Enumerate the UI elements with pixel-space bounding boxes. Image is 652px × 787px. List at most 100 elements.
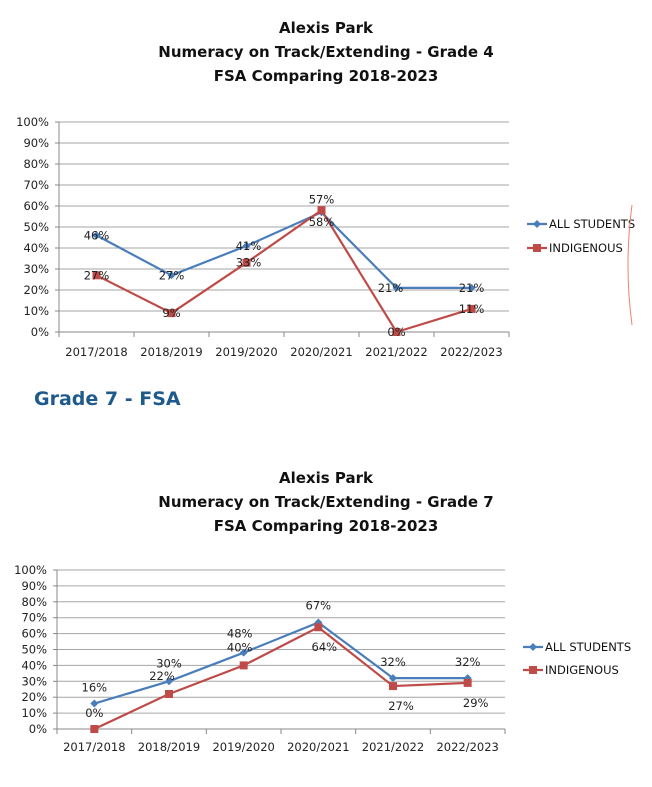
- chart1-y-tick-label: 30%: [23, 262, 49, 276]
- chart1-title-line3: FSA Comparing 2018-2023: [213, 67, 439, 85]
- chart1-data-label-indigenous: 11%: [459, 302, 485, 316]
- chart1-title: Alexis Park Numeracy on Track/Extending …: [0, 16, 652, 88]
- chart2-title-line2: Numeracy on Track/Extending - Grade 7: [158, 493, 494, 511]
- chart2-data-label-all-students: 16%: [82, 681, 108, 695]
- chart2-data-label-indigenous: 0%: [85, 706, 103, 720]
- chart1-data-label-all-students: 57%: [309, 192, 335, 206]
- chart1-legend-marker-diamond-icon: [533, 220, 541, 228]
- chart2-y-tick-label: 60%: [21, 627, 47, 641]
- chart1-data-point-all-students: [167, 271, 176, 280]
- chart1-grade4: 0% 10% 20% 30% 40% 50% 60% 70% 80% 90% 100% 2017/20…: [16, 115, 635, 359]
- chart2-data-point-indigenous: [389, 682, 397, 691]
- chart1-x-tick-label: 2018/2019: [140, 345, 202, 359]
- chart2-title-line1: Alexis Park: [279, 469, 373, 487]
- annotation-bracket: [627, 204, 633, 326]
- chart2-legend-marker-diamond-icon: [529, 643, 537, 651]
- chart1-data-point-all-students: [92, 231, 101, 240]
- chart1-data-point-indigenous: [317, 206, 326, 215]
- chart1-data-label-all-students: 27%: [159, 268, 185, 282]
- chart2-data-label-all-students: 48%: [227, 627, 253, 641]
- chart2-data-point-indigenous: [314, 623, 323, 632]
- chart2-data-point-indigenous: [239, 661, 248, 670]
- chart1-data-label-all-students: 46%: [84, 228, 110, 242]
- chart1-x-tick-label: 2017/2018: [65, 345, 127, 359]
- chart2-data-point-indigenous: [90, 725, 99, 733]
- chart1-data-point-indigenous: [92, 271, 101, 280]
- chart1-y-tick-label: 80%: [23, 157, 49, 171]
- chart2-data-label-indigenous: 64%: [312, 640, 338, 654]
- chart1-y-tick-label: 0%: [31, 325, 49, 339]
- chart2-y-tick-label: 20%: [21, 690, 47, 704]
- chart1-data-point-all-students: [392, 283, 401, 292]
- chart2-x-tick-label: 2019/2020: [212, 740, 274, 754]
- chart1-data-point-all-students: [467, 283, 476, 292]
- chart1-y-tick-label: 60%: [23, 199, 49, 213]
- chart1-legend-label-indigenous: INDIGENOUS: [549, 241, 623, 255]
- chart2-y-tick-label: 90%: [21, 579, 47, 593]
- chart2-x-tick-label: 2017/2018: [63, 740, 125, 754]
- chart1-y-tick-label: 100%: [16, 115, 49, 129]
- chart2-legend-marker-square-icon: [529, 666, 537, 674]
- chart2-title: Alexis Park Numeracy on Track/Extending …: [0, 466, 652, 538]
- chart1-data-label-all-students: 21%: [378, 281, 404, 295]
- chart1-legend-marker-square-icon: [533, 244, 541, 252]
- chart2-y-tick-label: 80%: [21, 595, 47, 609]
- chart2-legend-label-indigenous: INDIGENOUS: [545, 663, 619, 677]
- chart1-data-point-indigenous: [467, 304, 476, 313]
- chart1-data-point-indigenous: [167, 309, 176, 318]
- chart1-data-point-all-students: [242, 241, 251, 250]
- chart2-data-point-all-students: [165, 677, 173, 686]
- chart1-title-line2: Numeracy on Track/Extending - Grade 4: [158, 43, 494, 61]
- chart2-title-line3: FSA Comparing 2018-2023: [213, 517, 439, 535]
- chart1-data-label-indigenous: 33%: [236, 256, 262, 270]
- chart2-y-tick-label: 40%: [21, 658, 47, 672]
- chart1-series-line-all-students: [95, 210, 472, 289]
- chart1-series-line-indigenous: [96, 208, 472, 334]
- chart2-data-point-all-students: [389, 674, 397, 683]
- chart2-data-label-indigenous: 29%: [463, 696, 489, 710]
- chart1-data-label-indigenous: 27%: [84, 268, 110, 282]
- chart2-data-label-all-students: 32%: [380, 655, 406, 669]
- chart2-x-tick-label: 2022/2023: [436, 740, 498, 754]
- chart2-x-tick-label: 2021/2022: [362, 740, 424, 754]
- chart2-y-tick-label: 100%: [14, 563, 47, 577]
- chart2-y-tick-label: 50%: [21, 643, 47, 657]
- chart2-y-tick-label: 70%: [21, 611, 47, 625]
- chart1-y-tick-label: 90%: [23, 136, 49, 150]
- chart2-y-tick-label: 0%: [29, 722, 47, 736]
- chart1-data-point-indigenous: [392, 328, 401, 336]
- chart1-title-line1: Alexis Park: [279, 19, 373, 37]
- chart1-data-label-all-students: 21%: [459, 281, 485, 295]
- chart2-data-point-all-students: [90, 699, 99, 708]
- chart2-data-label-indigenous: 40%: [227, 640, 253, 654]
- chart1-legend-label-all-students: ALL STUDENTS: [549, 217, 635, 231]
- chart2-data-label-indigenous: 22%: [149, 669, 175, 683]
- chart2-y-tick-label: 10%: [21, 706, 47, 720]
- chart2-data-point-indigenous: [165, 690, 173, 699]
- chart1-x-tick-label: 2021/2022: [365, 345, 427, 359]
- chart2-legend-label-all-students: ALL STUDENTS: [545, 640, 631, 654]
- chart1-x-tick-label: 2019/2020: [215, 345, 277, 359]
- chart1-data-label-indigenous: 0%: [387, 325, 405, 339]
- chart1-y-tick-label: 70%: [23, 178, 49, 192]
- chart2-y-tick-label: 30%: [21, 674, 47, 688]
- chart1-x-tick-label: 2022/2023: [440, 345, 502, 359]
- chart2-data-label-all-students: 30%: [156, 656, 182, 670]
- chart2-data-label-all-students: 32%: [455, 655, 481, 669]
- chart2-data-point-indigenous: [463, 678, 472, 687]
- chart1-y-tick-label: 50%: [23, 220, 49, 234]
- chart2-x-tick-label: 2018/2019: [138, 740, 200, 754]
- chart1-y-tick-label: 40%: [23, 241, 49, 255]
- chart1-data-label-indigenous: 58%: [309, 215, 335, 229]
- chart1-data-label-indigenous: 9%: [162, 306, 180, 320]
- chart1-y-tick-label: 10%: [23, 304, 49, 318]
- chart2-data-point-all-students: [239, 648, 248, 657]
- chart2-series-line-indigenous: [93, 625, 468, 730]
- chart1-y-tick-label: 20%: [23, 283, 49, 297]
- chart2-series-line-all-students: [94, 621, 468, 705]
- chart1-x-tick-label: 2020/2021: [290, 345, 352, 359]
- section-heading-grade7: Grade 7 - FSA: [34, 388, 181, 410]
- chart2-data-label-indigenous: 27%: [388, 699, 414, 713]
- chart2-data-label-all-students: 67%: [306, 598, 332, 612]
